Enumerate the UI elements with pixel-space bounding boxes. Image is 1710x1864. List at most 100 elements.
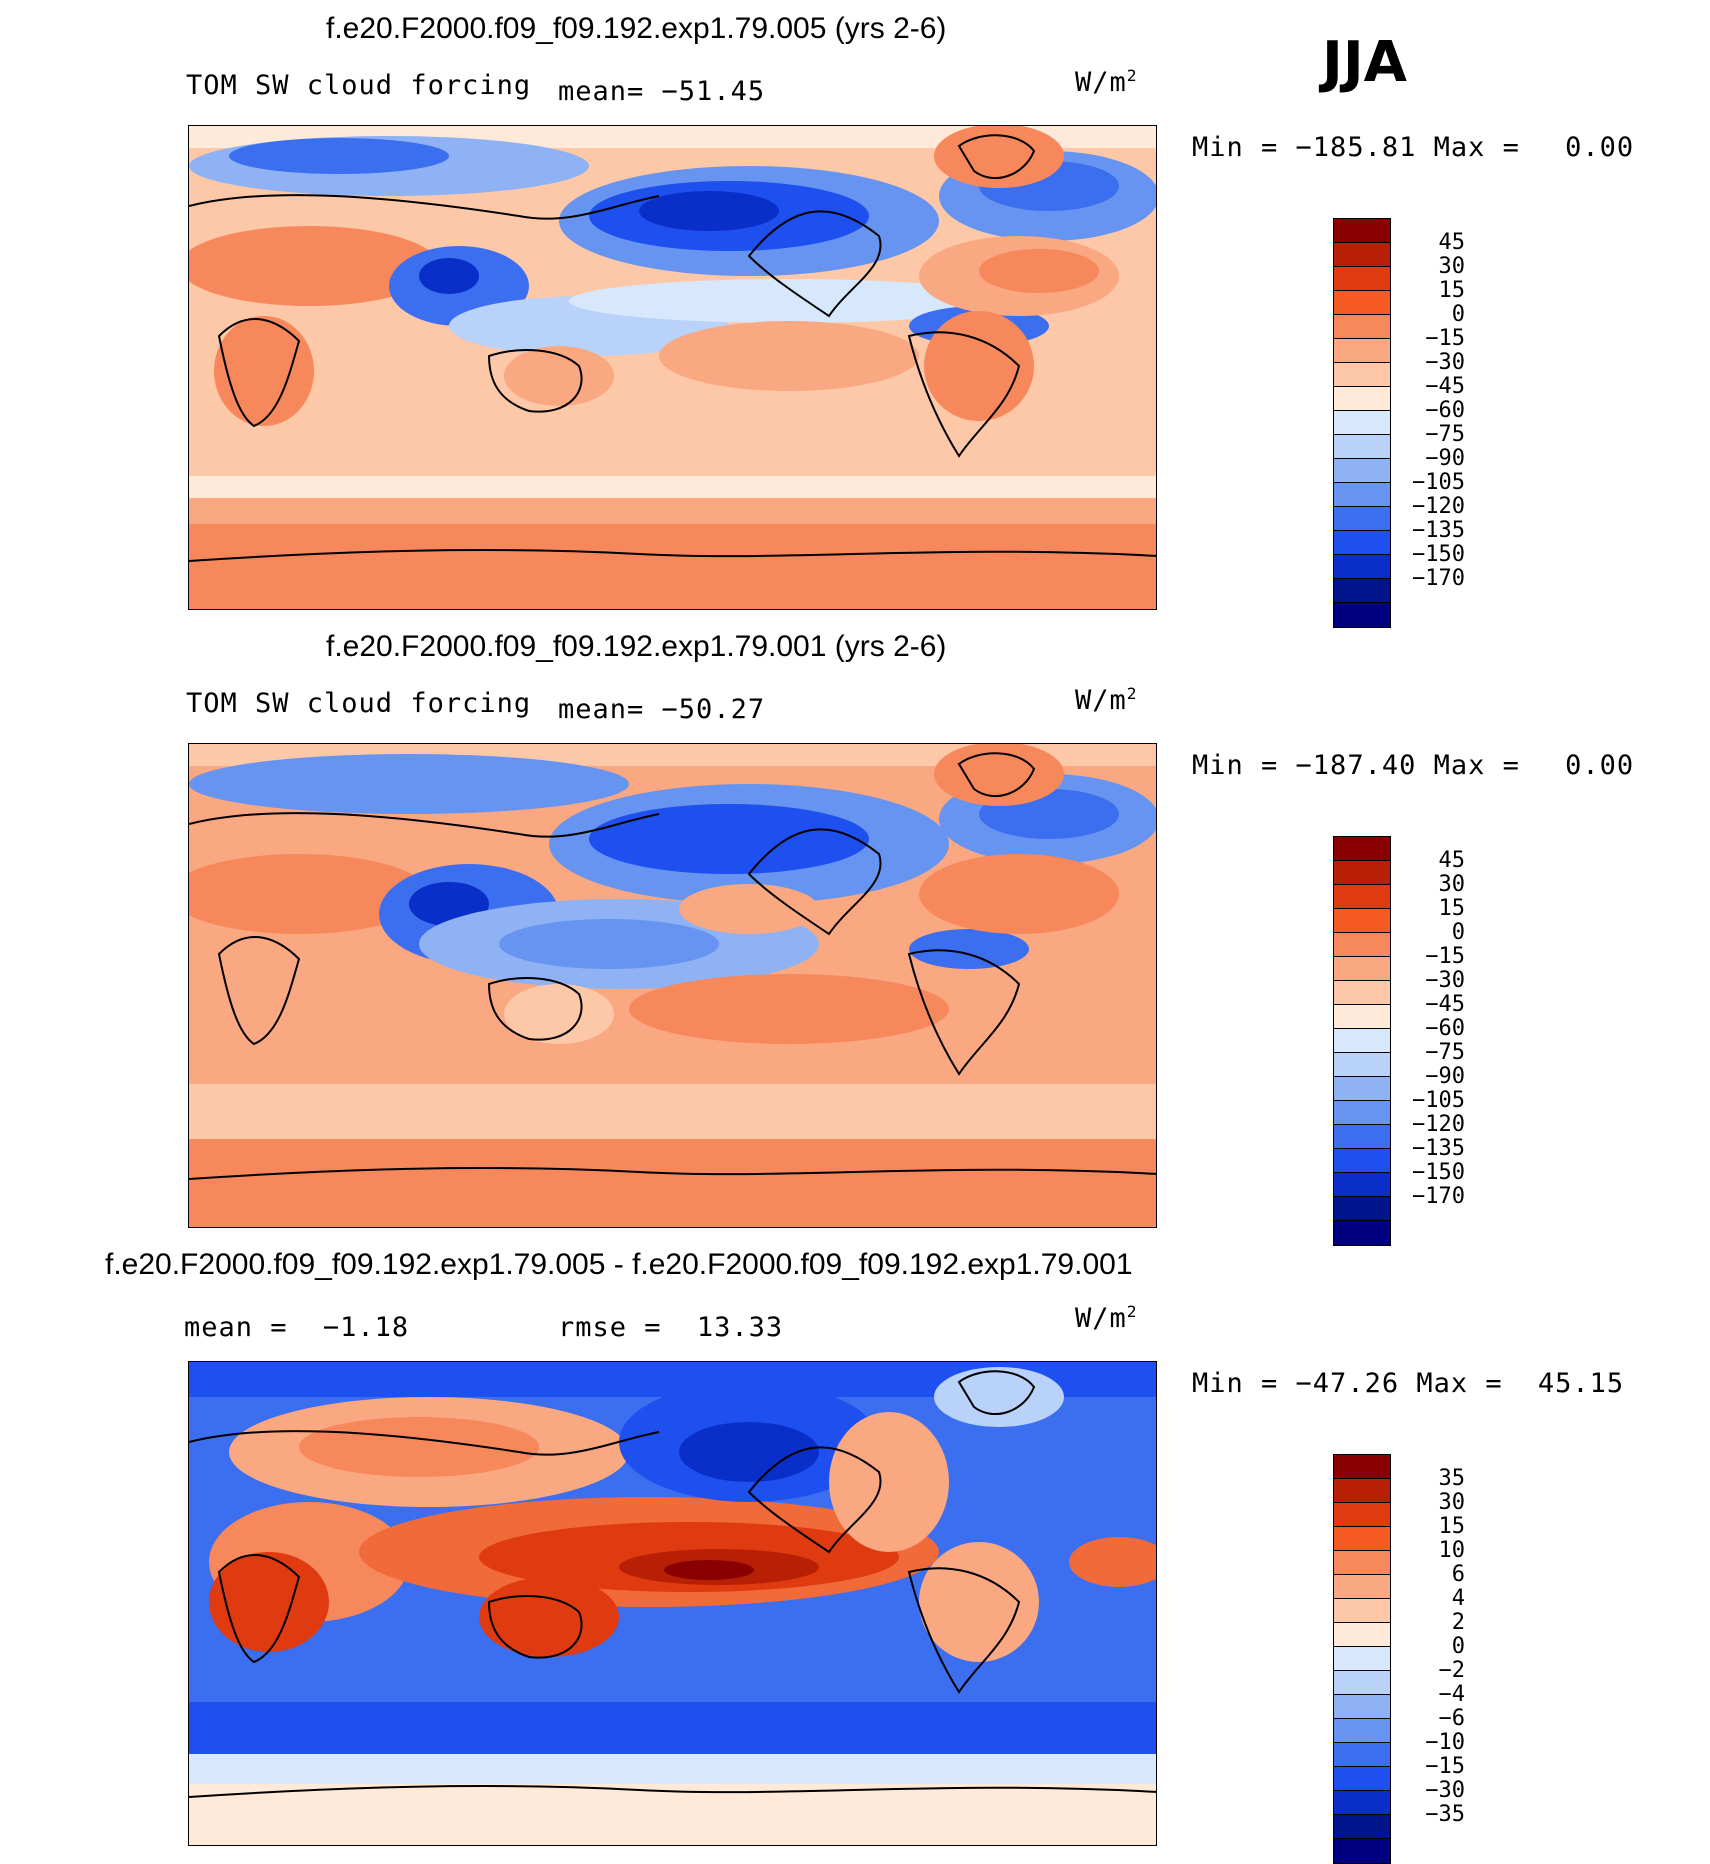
panel2-colorbar — [1333, 836, 1391, 1246]
min-value: −47.26 — [1295, 1368, 1400, 1399]
colorbar-swatch — [1334, 435, 1390, 459]
colorbar-swatch — [1334, 243, 1390, 267]
colorbar-tick-label: −30 — [1425, 968, 1465, 993]
panel3-mean: mean = −1.18 — [184, 1312, 409, 1343]
colorbar-tick-label: −60 — [1425, 1016, 1465, 1041]
panel2-units: W/m2 — [1075, 684, 1138, 716]
panel2-mean: mean= −50.27 — [558, 694, 765, 725]
colorbar-tick-label: 15 — [1438, 1514, 1466, 1539]
panel1-units: W/m2 — [1075, 66, 1138, 98]
colorbar-tick-label: −60 — [1425, 398, 1465, 423]
rmse-value: 13.33 — [696, 1312, 784, 1343]
colorbar-tick-label: −150 — [1412, 1160, 1465, 1185]
colorbar-swatch — [1334, 1767, 1390, 1791]
colorbar-swatch — [1334, 1791, 1390, 1815]
min-label: Min = — [1192, 1368, 1279, 1399]
colorbar-tick-label: −120 — [1412, 1112, 1465, 1137]
colorbar-tick-label: −90 — [1425, 446, 1465, 471]
colorbar-swatch — [1334, 291, 1390, 315]
colorbar-swatch — [1334, 1671, 1390, 1695]
max-value: 45.15 — [1537, 1368, 1625, 1399]
colorbar-tick-label: 45 — [1438, 848, 1466, 873]
colorbar-swatch — [1334, 1599, 1390, 1623]
panel2-mean-value: −50.27 — [661, 694, 766, 725]
colorbar-swatch — [1334, 603, 1390, 627]
colorbar-tick-label: −75 — [1425, 422, 1465, 447]
min-label: Min = — [1192, 750, 1279, 781]
panel1-colorbar — [1333, 218, 1391, 628]
colorbar-swatch — [1334, 1647, 1390, 1671]
colorbar-tick-label: −75 — [1425, 1040, 1465, 1065]
colorbar-tick-label: −120 — [1412, 494, 1465, 519]
panel1-map — [188, 125, 1157, 610]
colorbar-tick-label: −6 — [1438, 1706, 1466, 1731]
colorbar-tick-label: 2 — [1451, 1610, 1465, 1635]
max-label: Max = — [1433, 750, 1520, 781]
colorbar-swatch — [1334, 555, 1390, 579]
colorbar-tick-label: 10 — [1438, 1538, 1466, 1563]
colorbar-swatch — [1334, 1551, 1390, 1575]
season-label: JJA — [1322, 30, 1408, 95]
colorbar-tick-label: 35 — [1438, 1466, 1466, 1491]
colorbar-swatch — [1334, 837, 1390, 861]
max-value: 0.00 — [1565, 132, 1635, 163]
panel3-minmax: Min = −47.26 Max = 45.15 — [1192, 1368, 1624, 1399]
colorbar-tick-label: 0 — [1451, 302, 1465, 327]
colorbar-swatch — [1334, 459, 1390, 483]
colorbar-swatch — [1334, 267, 1390, 291]
colorbar-swatch — [1334, 1053, 1390, 1077]
colorbar-swatch — [1334, 1623, 1390, 1647]
colorbar-tick-label: −170 — [1412, 566, 1465, 591]
colorbar-swatch — [1334, 387, 1390, 411]
colorbar-swatch — [1334, 1125, 1390, 1149]
colorbar-tick-label: 45 — [1438, 230, 1466, 255]
colorbar-swatch — [1334, 411, 1390, 435]
colorbar-tick-label: −105 — [1412, 1088, 1465, 1113]
panel2-mean-label: mean= — [558, 694, 645, 725]
colorbar-tick-label: −135 — [1412, 518, 1465, 543]
colorbar-swatch — [1334, 1455, 1390, 1479]
colorbar-swatch — [1334, 483, 1390, 507]
panel2-minmax: Min = −187.40 Max = 0.00 — [1192, 750, 1634, 781]
panel3-units: W/m2 — [1075, 1302, 1138, 1334]
colorbar-swatch — [1334, 1479, 1390, 1503]
units-superscript: 2 — [1126, 66, 1138, 85]
colorbar-swatch — [1334, 219, 1390, 243]
colorbar-tick-label: −2 — [1438, 1658, 1466, 1683]
colorbar-tick-label: −90 — [1425, 1064, 1465, 1089]
colorbar-swatch — [1334, 1575, 1390, 1599]
colorbar-swatch — [1334, 981, 1390, 1005]
panel3-map — [188, 1361, 1157, 1846]
colorbar-tick-label: −105 — [1412, 470, 1465, 495]
colorbar-swatch — [1334, 1527, 1390, 1551]
colorbar-swatch — [1334, 531, 1390, 555]
colorbar-tick-label: 6 — [1451, 1562, 1465, 1587]
colorbar-swatch — [1334, 1719, 1390, 1743]
colorbar-tick-label: −15 — [1425, 326, 1465, 351]
colorbar-tick-label: −15 — [1425, 944, 1465, 969]
panel1-minmax: Min = −185.81 Max = 0.00 — [1192, 132, 1634, 163]
panel3-title: f.e20.F2000.f09_f09.192.exp1.79.005 - f.… — [105, 1248, 1133, 1281]
colorbar-swatch — [1334, 1839, 1390, 1863]
panel1-map-field — [189, 126, 1156, 609]
colorbar-tick-label: 30 — [1438, 872, 1466, 897]
colorbar-tick-label: −10 — [1425, 1730, 1465, 1755]
colorbar-swatch — [1334, 1743, 1390, 1767]
colorbar-tick-label: 4 — [1451, 1586, 1465, 1611]
colorbar-tick-label: −30 — [1425, 1778, 1465, 1803]
colorbar-swatch — [1334, 1173, 1390, 1197]
panel3-colorbar — [1333, 1454, 1391, 1864]
min-label: Min = — [1192, 132, 1279, 163]
colorbar-swatch — [1334, 1221, 1390, 1245]
colorbar-tick-label: −45 — [1425, 374, 1465, 399]
colorbar-tick-label: 30 — [1438, 1490, 1466, 1515]
max-label: Max = — [1433, 132, 1520, 163]
colorbar-swatch — [1334, 1197, 1390, 1221]
colorbar-tick-label: −30 — [1425, 350, 1465, 375]
colorbar-tick-label: −170 — [1412, 1184, 1465, 1209]
units-superscript: 2 — [1126, 1302, 1138, 1321]
colorbar-swatch — [1334, 1695, 1390, 1719]
panel1-mean-label: mean= — [558, 76, 645, 107]
colorbar-tick-label: −150 — [1412, 542, 1465, 567]
panel1-mean-value: −51.45 — [661, 76, 766, 107]
